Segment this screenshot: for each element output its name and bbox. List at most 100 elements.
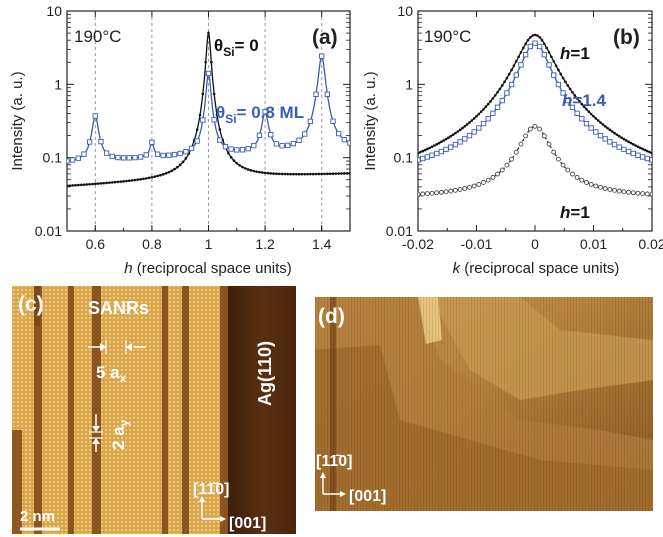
data-point-marker: [67, 158, 70, 164]
data-point-marker: [435, 143, 439, 146]
data-point-marker: [228, 146, 234, 152]
sanrs-label: SANRs: [88, 298, 149, 318]
data-point-marker: [505, 76, 509, 80]
data-point-marker: [119, 180, 123, 183]
data-point-marker: [178, 163, 182, 167]
data-point-marker: [583, 120, 590, 127]
data-point-marker: [222, 144, 229, 150]
data-point-marker: [630, 190, 636, 196]
data-point-marker: [229, 156, 233, 159]
data-point-marker: [302, 131, 308, 137]
data-point-marker: [529, 36, 532, 39]
data-point-marker: [602, 186, 608, 191]
data-point-marker: [343, 172, 346, 175]
series-label-theta08: θSi= 0.8 ML: [216, 103, 304, 126]
series-label-theta0: θSi= 0: [214, 36, 259, 59]
data-point-marker: [622, 137, 626, 141]
y-tick-label: 0.01: [35, 223, 62, 239]
data-point-marker: [326, 172, 329, 176]
data-point-marker: [527, 43, 533, 50]
data-point-marker: [71, 184, 74, 187]
data-point-marker: [640, 191, 646, 197]
data-point-marker: [568, 87, 572, 91]
data-point-marker: [644, 191, 650, 197]
series-label-h1-top: h=1: [560, 44, 590, 63]
data-point-marker: [574, 174, 580, 180]
data-point-marker: [608, 128, 612, 132]
data-point-marker: [444, 137, 448, 141]
ag-substrate-region: [228, 286, 296, 534]
data-point-marker: [582, 105, 586, 109]
data-point-marker: [110, 181, 114, 184]
data-point-marker: [130, 179, 134, 182]
chart-panel-a: 0.6 0.8 1 1.2 1.4 0.01 0.1 1 10 190°C (a) θSi= 0…: [9, 3, 351, 277]
data-point-marker: [481, 180, 486, 185]
data-point-marker: [136, 178, 140, 181]
data-point-marker: [522, 46, 525, 50]
data-point-marker: [292, 172, 295, 176]
data-point-marker: [347, 140, 350, 146]
data-point-marker: [418, 151, 420, 155]
y-axis-label-b: Intensity (a. u.): [362, 71, 379, 170]
data-point-marker: [554, 64, 558, 67]
data-point-marker: [275, 172, 278, 176]
x-tick-label: 1: [205, 236, 213, 252]
data-point-marker: [545, 46, 548, 50]
data-point-marker: [495, 171, 500, 177]
data-point-marker: [150, 175, 154, 179]
data-point-marker: [323, 172, 326, 176]
data-point-marker: [252, 169, 256, 173]
data-point-marker: [238, 164, 241, 167]
data-point-marker: [234, 147, 240, 153]
data-point-marker: [598, 184, 603, 190]
data-point-marker: [245, 146, 251, 152]
data-point-marker: [524, 42, 527, 46]
x-tick-label: 0.8: [142, 236, 162, 252]
data-point-marker: [424, 154, 431, 160]
stm-trench: [12, 430, 22, 534]
data-point-marker: [340, 172, 343, 175]
data-point-marker: [447, 136, 450, 139]
data-point-marker: [85, 183, 89, 186]
data-point-marker: [643, 148, 647, 152]
data-point-marker: [589, 112, 593, 116]
data-point-marker: [574, 110, 580, 117]
data-point-marker: [263, 171, 267, 175]
data-point-marker: [122, 180, 125, 183]
direction-arrows-d: [11̄0] [001]: [316, 453, 386, 505]
data-point-marker: [200, 117, 206, 123]
data-point-marker: [133, 178, 137, 182]
data-point-marker: [518, 141, 524, 147]
data-point-marker: [550, 55, 553, 59]
data-point-marker: [494, 104, 501, 110]
data-point-marker: [115, 154, 121, 161]
data-point-marker: [217, 137, 223, 143]
data-point-marker: [639, 146, 642, 150]
data-point-marker: [649, 157, 652, 163]
data-point-marker: [448, 188, 454, 194]
stm-trench: [68, 286, 74, 534]
data-point-marker: [522, 52, 529, 58]
data-point-marker: [649, 191, 652, 197]
data-point-marker: [246, 168, 250, 171]
data-point-marker: [507, 72, 511, 76]
data-point-marker: [438, 148, 445, 155]
temperature-label-a: 190°C: [74, 27, 121, 46]
data-point-marker: [610, 130, 614, 133]
data-point-marker: [314, 172, 318, 176]
data-point-marker: [79, 183, 83, 187]
y-tick-label: 1: [54, 76, 62, 92]
data-point-marker: [443, 146, 449, 153]
data-point-marker: [99, 182, 103, 185]
data-point-marker: [241, 165, 244, 169]
data-point-marker: [437, 141, 441, 145]
x-tick-label: 0.02: [638, 236, 663, 252]
data-point-marker: [588, 181, 594, 187]
data-point-marker: [74, 183, 77, 187]
stm-trench: [34, 286, 40, 326]
data-point-marker: [176, 165, 179, 169]
data-point-marker: [289, 172, 292, 176]
panel-label-d: (d): [318, 305, 345, 328]
data-point-marker: [423, 148, 427, 152]
